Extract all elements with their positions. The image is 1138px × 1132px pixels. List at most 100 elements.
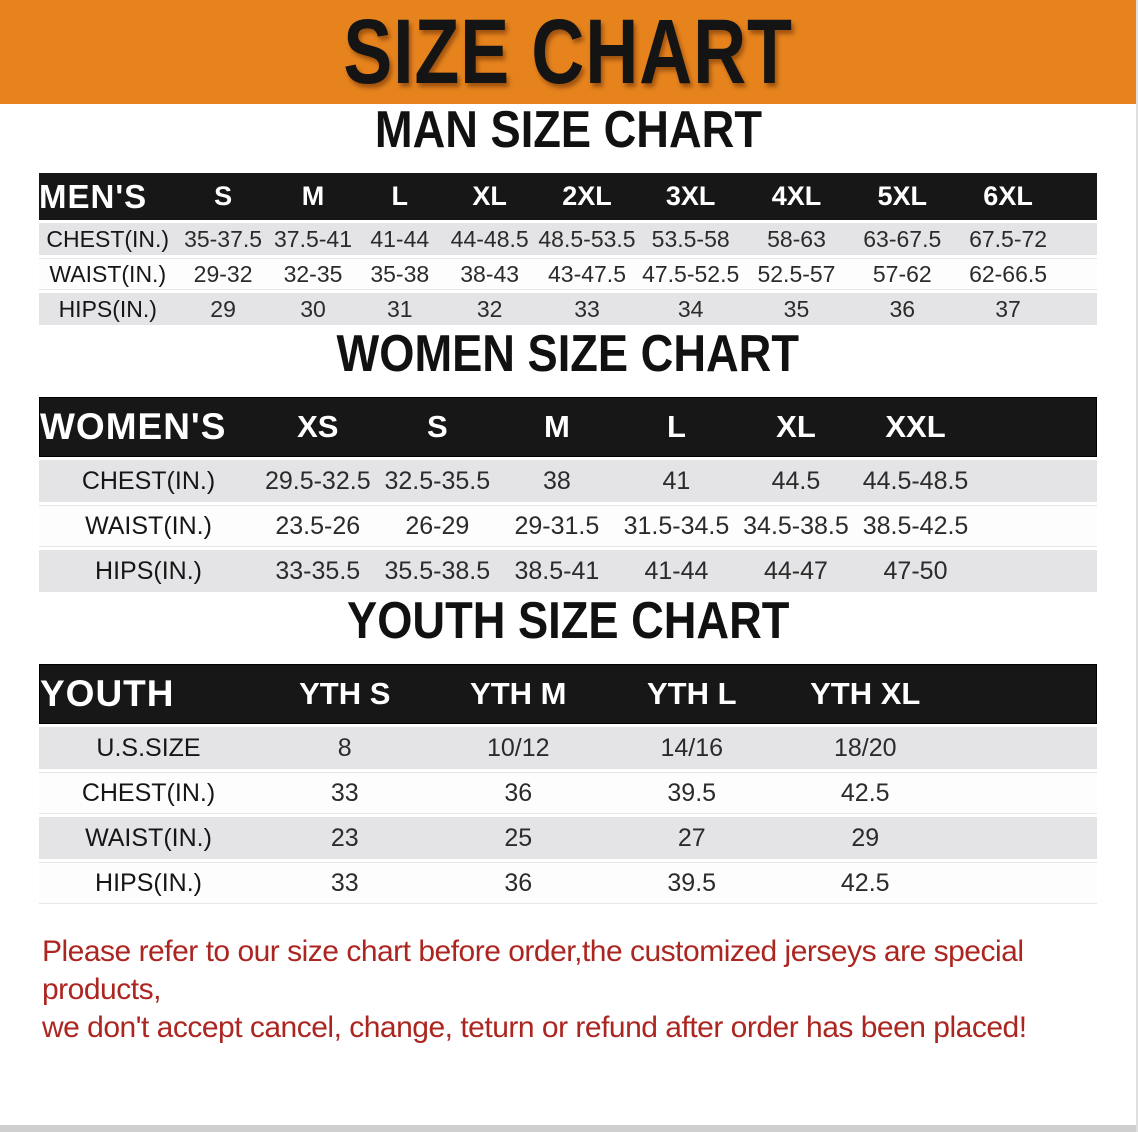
youth-measure-row: U.S.SIZE 8 10/12 14/16 18/20 [39, 727, 1097, 769]
banner-title: SIZE CHART [343, 1, 793, 103]
size-value-cell: 41-44 [356, 223, 444, 255]
size-value-cell: 44-48.5 [443, 223, 537, 255]
row-label-cell: WAIST(IN.) [39, 505, 258, 547]
row-spacer [975, 550, 1097, 592]
size-value-cell: 32 [443, 293, 537, 325]
size-value-cell: 48.5-53.5 [536, 223, 638, 255]
size-value-cell: 38.5-41 [497, 550, 617, 592]
men-size-header: L [356, 173, 444, 220]
row-spacer [1060, 258, 1097, 290]
size-value-cell: 44.5 [736, 460, 856, 502]
men-table-title: MEN'S [39, 173, 177, 220]
women-measure-row: HIPS(IN.) 33-35.5 35.5-38.5 38.5-41 41-44 44-… [39, 550, 1097, 592]
women-section-heading: WOMEN SIZE CHART [0, 328, 1136, 380]
size-value-cell: 14/16 [605, 727, 779, 769]
row-spacer [952, 772, 1097, 814]
row-label-cell: CHEST(IN.) [39, 223, 177, 255]
youth-size-header: YTH L [605, 664, 779, 724]
row-label-cell: WAIST(IN.) [39, 817, 258, 859]
row-spacer [1060, 223, 1097, 255]
row-spacer [952, 862, 1097, 904]
row-label-cell: WAIST(IN.) [39, 258, 177, 290]
size-value-cell: 38.5-42.5 [855, 505, 976, 547]
size-value-cell: 29-31.5 [497, 505, 617, 547]
women-size-header: M [497, 397, 617, 457]
size-value-cell: 52.5-57 [743, 258, 850, 290]
men-size-header: M [269, 173, 357, 220]
size-value-cell: 58-63 [743, 223, 850, 255]
women-size-header: S [377, 397, 498, 457]
women-measure-row: WAIST(IN.) 23.5-26 26-29 29-31.5 31.5-34.5 34… [39, 505, 1097, 547]
men-size-header: 2XL [536, 173, 638, 220]
size-value-cell: 31 [356, 293, 444, 325]
size-value-cell: 47.5-52.5 [637, 258, 744, 290]
size-value-cell: 33 [258, 772, 432, 814]
size-value-cell: 44.5-48.5 [855, 460, 976, 502]
header-spacer [952, 664, 1097, 724]
men-section-heading: MAN SIZE CHART [0, 104, 1136, 156]
size-value-cell: 8 [258, 727, 432, 769]
men-section: MAN SIZE CHART MEN'S S M L XL 2XL 3XL 4XL 5XL 6XL… [0, 104, 1136, 328]
size-value-cell: 53.5-58 [637, 223, 744, 255]
women-size-header: XXL [855, 397, 976, 457]
youth-size-header: YTH S [258, 664, 432, 724]
size-value-cell: 33 [536, 293, 638, 325]
row-label-cell: HIPS(IN.) [39, 550, 258, 592]
youth-heading-text: YOUTH SIZE CHART [346, 592, 790, 650]
youth-size-header: YTH M [431, 664, 605, 724]
size-value-cell: 37 [955, 293, 1061, 325]
youth-section-heading: YOUTH SIZE CHART [0, 595, 1136, 647]
size-value-cell: 34 [637, 293, 744, 325]
size-value-cell: 35 [743, 293, 850, 325]
size-value-cell: 36 [431, 862, 605, 904]
banner: SIZE CHART [0, 0, 1136, 104]
row-spacer [952, 817, 1097, 859]
men-size-header: 5XL [849, 173, 956, 220]
women-measure-row: CHEST(IN.) 29.5-32.5 32.5-35.5 38 41 44.5 44.5… [39, 460, 1097, 502]
men-size-header: 6XL [955, 173, 1061, 220]
youth-measure-row: CHEST(IN.) 33 36 39.5 42.5 [39, 772, 1097, 814]
row-label-cell: U.S.SIZE [39, 727, 258, 769]
men-heading-text: MAN SIZE CHART [374, 101, 762, 159]
size-value-cell: 36 [849, 293, 956, 325]
size-value-cell: 29.5-32.5 [258, 460, 378, 502]
women-size-header: XS [258, 397, 378, 457]
men-size-header: XL [443, 173, 537, 220]
disclaimer-line-2: we don't accept cancel, change, teturn o… [42, 1011, 1027, 1044]
size-value-cell: 42.5 [778, 772, 952, 814]
row-label-cell: HIPS(IN.) [39, 293, 177, 325]
size-value-cell: 43-47.5 [536, 258, 638, 290]
size-value-cell: 39.5 [605, 862, 779, 904]
women-size-header: XL [736, 397, 856, 457]
youth-size-table: YOUTH YTH S YTH M YTH L YTH XL U.S.SIZE 8 10/12… [39, 661, 1097, 907]
size-value-cell: 67.5-72 [955, 223, 1061, 255]
size-value-cell: 29 [778, 817, 952, 859]
size-value-cell: 63-67.5 [849, 223, 956, 255]
size-value-cell: 35-37.5 [176, 223, 270, 255]
size-value-cell: 25 [431, 817, 605, 859]
size-value-cell: 62-66.5 [955, 258, 1061, 290]
men-size-table: MEN'S S M L XL 2XL 3XL 4XL 5XL 6XL CHEST(IN.) 35-37… [39, 170, 1097, 328]
size-value-cell: 47-50 [855, 550, 976, 592]
row-spacer [975, 505, 1097, 547]
size-value-cell: 32-35 [269, 258, 357, 290]
women-table-title: WOMEN'S [39, 397, 258, 457]
women-section: WOMEN SIZE CHART WOMEN'S XS S M L XL XXL CHEST(… [0, 328, 1136, 595]
size-value-cell: 38-43 [443, 258, 537, 290]
men-measure-row: HIPS(IN.) 29 30 31 32 33 34 35 36 37 [39, 293, 1097, 325]
size-value-cell: 41-44 [616, 550, 737, 592]
men-size-header: 3XL [637, 173, 744, 220]
size-value-cell: 33 [258, 862, 432, 904]
size-value-cell: 31.5-34.5 [616, 505, 737, 547]
size-value-cell: 41 [616, 460, 737, 502]
row-spacer [975, 460, 1097, 502]
size-value-cell: 29-32 [176, 258, 270, 290]
size-value-cell: 36 [431, 772, 605, 814]
size-value-cell: 44-47 [736, 550, 856, 592]
size-value-cell: 35-38 [356, 258, 444, 290]
size-value-cell: 26-29 [377, 505, 498, 547]
size-value-cell: 29 [176, 293, 270, 325]
size-value-cell: 23 [258, 817, 432, 859]
men-measure-row: WAIST(IN.) 29-32 32-35 35-38 38-43 43-47.5 47.… [39, 258, 1097, 290]
